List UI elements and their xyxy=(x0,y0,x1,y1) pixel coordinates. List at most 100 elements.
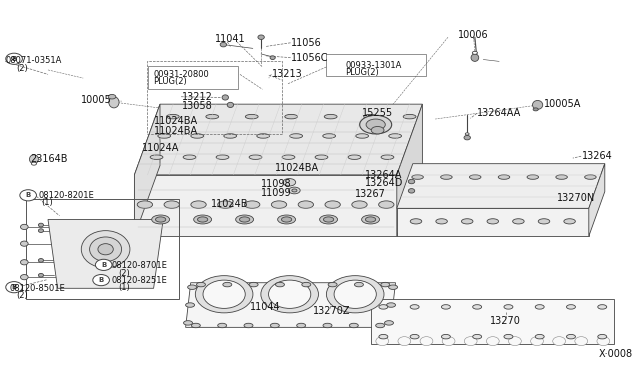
Text: 11044: 11044 xyxy=(250,302,281,312)
Text: PLUG(2): PLUG(2) xyxy=(346,68,380,77)
Ellipse shape xyxy=(206,114,219,119)
Ellipse shape xyxy=(6,282,22,293)
Ellipse shape xyxy=(328,282,337,287)
Ellipse shape xyxy=(566,305,575,309)
Ellipse shape xyxy=(566,334,575,339)
Ellipse shape xyxy=(556,175,567,179)
Ellipse shape xyxy=(584,175,596,179)
Ellipse shape xyxy=(137,201,152,208)
Text: (2): (2) xyxy=(16,291,28,300)
Ellipse shape xyxy=(408,179,415,184)
Ellipse shape xyxy=(371,126,384,134)
Ellipse shape xyxy=(216,155,229,159)
Ellipse shape xyxy=(319,215,337,224)
Ellipse shape xyxy=(440,175,452,179)
Ellipse shape xyxy=(191,323,200,328)
Ellipse shape xyxy=(535,334,544,339)
Text: 11099: 11099 xyxy=(261,189,292,198)
Ellipse shape xyxy=(93,275,109,286)
Ellipse shape xyxy=(388,134,401,138)
Ellipse shape xyxy=(244,201,260,208)
Ellipse shape xyxy=(408,189,415,193)
Ellipse shape xyxy=(152,215,170,224)
Bar xyxy=(26,199,179,299)
Ellipse shape xyxy=(472,51,477,54)
Ellipse shape xyxy=(325,201,340,208)
Ellipse shape xyxy=(150,155,163,160)
Text: 08071-0351A: 08071-0351A xyxy=(5,56,61,65)
Ellipse shape xyxy=(564,219,575,224)
Ellipse shape xyxy=(38,273,44,277)
Ellipse shape xyxy=(349,323,358,328)
Ellipse shape xyxy=(261,276,319,313)
Ellipse shape xyxy=(469,175,481,179)
Text: X·0008: X·0008 xyxy=(598,349,632,359)
Bar xyxy=(148,66,238,89)
Ellipse shape xyxy=(398,337,411,346)
Ellipse shape xyxy=(38,223,44,227)
Ellipse shape xyxy=(362,215,380,224)
Ellipse shape xyxy=(509,337,522,346)
Polygon shape xyxy=(371,299,614,344)
Ellipse shape xyxy=(302,282,311,287)
Ellipse shape xyxy=(31,162,36,165)
Ellipse shape xyxy=(323,134,335,138)
Text: 11024A: 11024A xyxy=(142,143,179,153)
Ellipse shape xyxy=(410,334,419,339)
Text: 08120-8251E: 08120-8251E xyxy=(112,276,168,285)
Ellipse shape xyxy=(196,282,205,287)
Ellipse shape xyxy=(410,305,419,309)
Ellipse shape xyxy=(376,337,388,346)
Ellipse shape xyxy=(464,337,477,346)
Ellipse shape xyxy=(334,280,376,308)
Ellipse shape xyxy=(95,259,112,270)
Ellipse shape xyxy=(269,280,311,308)
Text: 13270: 13270 xyxy=(490,316,521,326)
Text: 11024BA: 11024BA xyxy=(154,126,198,136)
Text: 13264: 13264 xyxy=(582,151,613,161)
Ellipse shape xyxy=(352,201,367,208)
Ellipse shape xyxy=(191,134,204,138)
Ellipse shape xyxy=(376,323,385,328)
Ellipse shape xyxy=(442,337,455,346)
Ellipse shape xyxy=(290,134,303,138)
Text: (2): (2) xyxy=(118,269,130,278)
Ellipse shape xyxy=(461,219,473,224)
Ellipse shape xyxy=(381,282,390,287)
Ellipse shape xyxy=(323,323,332,328)
Text: 00933-1301A: 00933-1301A xyxy=(346,61,402,70)
Ellipse shape xyxy=(379,201,394,208)
Text: 10005A: 10005A xyxy=(544,99,581,109)
Ellipse shape xyxy=(297,323,306,328)
Text: 10005: 10005 xyxy=(81,96,112,105)
Text: 11098: 11098 xyxy=(261,179,292,189)
Ellipse shape xyxy=(365,217,376,222)
Ellipse shape xyxy=(109,97,119,108)
Ellipse shape xyxy=(598,305,607,309)
Ellipse shape xyxy=(29,155,38,164)
Ellipse shape xyxy=(270,323,279,328)
Ellipse shape xyxy=(381,155,394,159)
Text: B: B xyxy=(12,284,17,290)
Ellipse shape xyxy=(236,215,253,224)
Ellipse shape xyxy=(282,217,292,222)
Ellipse shape xyxy=(366,119,385,130)
Text: 11024B: 11024B xyxy=(211,199,249,209)
Text: B: B xyxy=(101,262,106,268)
Text: 11041: 11041 xyxy=(215,34,246,44)
Ellipse shape xyxy=(355,282,364,287)
Ellipse shape xyxy=(504,334,513,339)
Ellipse shape xyxy=(285,114,298,119)
Ellipse shape xyxy=(527,175,538,179)
Ellipse shape xyxy=(278,215,296,224)
Ellipse shape xyxy=(191,201,206,208)
Ellipse shape xyxy=(538,219,550,224)
Ellipse shape xyxy=(412,175,424,179)
Ellipse shape xyxy=(6,53,22,64)
Text: 11056: 11056 xyxy=(291,38,322,48)
Ellipse shape xyxy=(323,217,333,222)
Ellipse shape xyxy=(224,134,237,138)
Ellipse shape xyxy=(218,201,233,208)
Ellipse shape xyxy=(324,114,337,119)
Ellipse shape xyxy=(38,259,44,262)
